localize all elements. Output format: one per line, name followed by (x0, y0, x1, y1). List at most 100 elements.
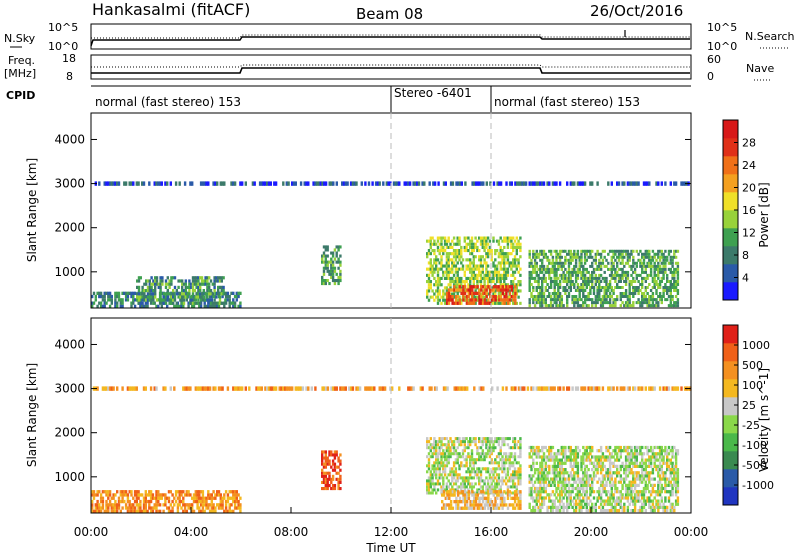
scatter-cell (560, 255, 563, 259)
scatter-cell (181, 285, 184, 289)
scatter-cell (436, 289, 440, 293)
scatter-cell (633, 499, 637, 503)
scatter-cell (601, 301, 605, 305)
scatter-cell (528, 249, 531, 253)
scatter-cell (435, 255, 438, 259)
scatter-cell (601, 249, 605, 253)
scatter-cell (564, 486, 567, 491)
scatter-cell (444, 506, 447, 510)
scatter-cell (110, 506, 113, 510)
scatter-cell (92, 493, 96, 497)
scatter-cell (170, 301, 173, 305)
scatter-cell (564, 273, 567, 277)
scatter-cell (433, 464, 436, 468)
scatter-cell (578, 289, 581, 292)
scatter-cell (533, 261, 537, 265)
scatter-cell (485, 285, 488, 289)
scatter-cell (442, 249, 445, 253)
scatter-cell (488, 473, 492, 477)
scatter-cell (172, 292, 175, 296)
scatter-cell (495, 267, 499, 271)
scatter-cell (436, 298, 440, 302)
scatter-cell (517, 264, 520, 268)
scatter-cell (433, 473, 436, 477)
scatter-cell (551, 455, 555, 459)
scatter-cell (469, 288, 472, 292)
scatter-cell (442, 437, 445, 441)
scatter-cell (591, 468, 594, 472)
scatter-cell (485, 452, 488, 456)
scatter-cell (235, 298, 238, 302)
scatter-cell (508, 301, 511, 305)
scatter-cell (537, 471, 540, 475)
scatter-cell (519, 236, 522, 240)
scatter-cell (591, 509, 594, 513)
scatter-cell (445, 264, 449, 268)
scatter-cell (436, 267, 440, 271)
scatter-cell (517, 440, 520, 444)
scatter-cell (196, 506, 199, 510)
scatter-cell (464, 490, 467, 494)
scatter-cell (624, 455, 628, 459)
scatter-cell (515, 245, 518, 249)
scatter-cell (644, 471, 647, 475)
scatter-cell (541, 298, 544, 302)
scatter-cell (639, 249, 642, 253)
scatter-cell (657, 502, 660, 506)
scatter-cell (508, 289, 511, 293)
scatter-cell (324, 480, 327, 484)
scatter-cell (337, 266, 340, 270)
scatter-cell (623, 496, 626, 500)
nsky-tick-top: 10^5 (48, 21, 78, 34)
scatter-cell (166, 292, 169, 296)
scatter-cell (535, 249, 538, 253)
scatter-cell (594, 258, 597, 262)
scatter-cell (326, 477, 329, 481)
scatter-cell (141, 304, 144, 308)
scatter-cell (440, 488, 443, 492)
scatter-cell (220, 279, 223, 283)
scatter-cell (436, 452, 440, 456)
scatter-cell (567, 493, 571, 497)
scatter-cell (321, 181, 324, 186)
scatter-cell (605, 264, 608, 268)
scatter-cell (653, 458, 656, 462)
scatter-cell (569, 452, 572, 456)
scatter-cell (461, 264, 465, 268)
scatter-cell (566, 280, 569, 283)
scatter-cell (432, 181, 435, 186)
scatter-cell (508, 476, 511, 480)
scatter-cell (160, 304, 163, 308)
scatter-cell (599, 286, 603, 289)
scatter-cell (221, 294, 224, 299)
scatter-cell (443, 473, 447, 477)
scatter-cell (501, 288, 504, 292)
scatter-cell (194, 496, 197, 500)
scatter-cell (589, 505, 592, 509)
scatter-cell (596, 292, 599, 295)
scatter-cell (510, 236, 513, 240)
scatter-cell (433, 452, 436, 456)
scatter-cell (578, 181, 581, 186)
scatter-cell (429, 473, 432, 477)
scatter-cell (632, 455, 635, 459)
scatter-cell (541, 252, 544, 256)
scatter-cell (431, 264, 434, 268)
scatter-cell (429, 267, 432, 271)
scatter-cell (637, 181, 640, 186)
scatter-cell (596, 264, 599, 268)
scatter-cell (182, 509, 185, 513)
scatter-cell (555, 249, 558, 253)
scatter-cell (551, 181, 555, 186)
scatter-cell (519, 440, 522, 444)
scatter-cell (341, 181, 344, 186)
scatter-cell (198, 493, 201, 497)
scatter-cell (591, 249, 594, 253)
scatter-cell (137, 276, 141, 280)
scatter-cell (426, 485, 429, 489)
scatter-cell (201, 181, 205, 186)
scatter-cell (429, 479, 432, 483)
scatter-cell (501, 261, 504, 265)
scatter-cell (566, 477, 569, 481)
scatter-cell (583, 267, 587, 271)
